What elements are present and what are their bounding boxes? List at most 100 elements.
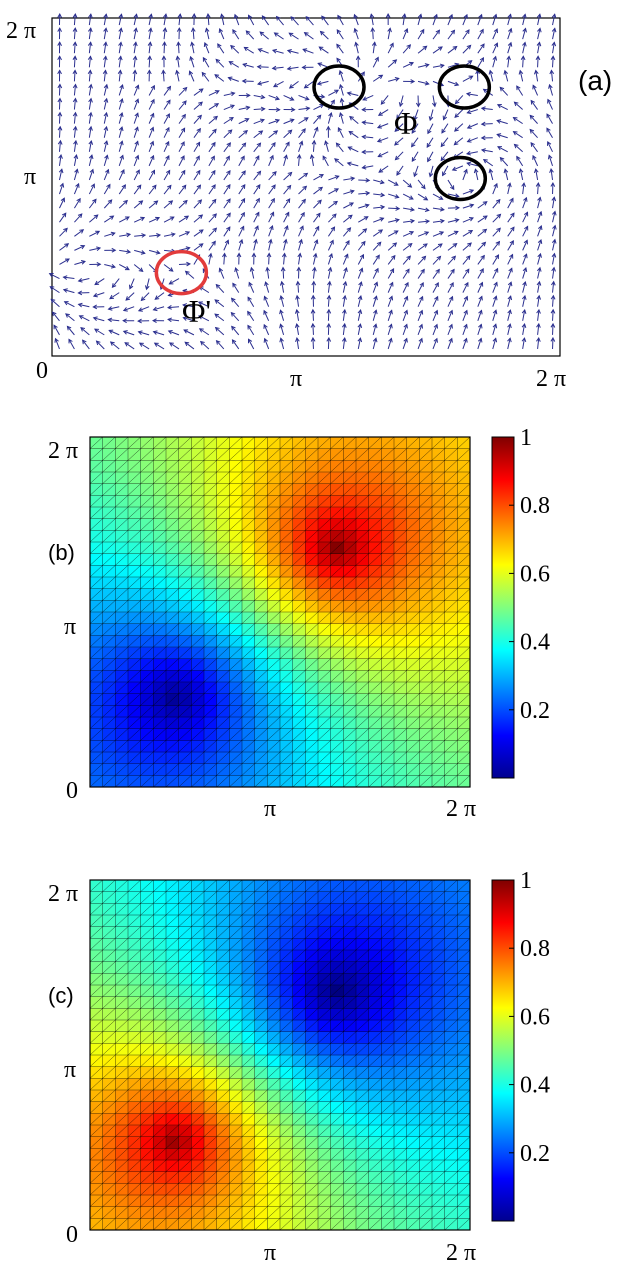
quiver-arrow (477, 255, 485, 265)
quiver-arrow-head (232, 28, 237, 34)
quiver-arrow-head (398, 102, 404, 108)
quiver-arrow-head (264, 281, 269, 287)
quiver-arrow (411, 137, 419, 147)
quiver-arrow (312, 253, 317, 265)
quiver-arrow (447, 179, 455, 190)
quiver-arrow (238, 239, 243, 251)
quiver-arrow (108, 306, 120, 310)
quiver-arrow-head (426, 143, 431, 148)
quiver-arrow-head (138, 200, 144, 205)
quiver-arrow (552, 197, 555, 209)
quiver-arrow (268, 212, 274, 223)
quiver-arrow-head (140, 216, 146, 222)
quiver-arrow (148, 249, 160, 254)
quiver-arrow-head (90, 183, 95, 189)
quiver-arrow (387, 43, 394, 54)
quiver-arrow-head (198, 328, 204, 333)
quiver-arrow-head (468, 229, 474, 235)
quiver-arrow (537, 337, 540, 350)
quiver-arrow (427, 123, 434, 134)
quiver-arrow (447, 296, 453, 307)
quiver-arrow-head (107, 199, 113, 204)
quiver-arrow-head (126, 232, 132, 238)
quiver-arrow (552, 42, 555, 54)
quiver-arrow-head (246, 93, 251, 98)
quiver-arrow-head (440, 142, 446, 148)
quiver-arrow-head (482, 215, 488, 220)
quiver-arrow (537, 253, 542, 265)
quiver-arrow-head (532, 84, 537, 90)
quiver-arrow (244, 46, 254, 54)
quiver-arrow (417, 231, 429, 237)
quiver-arrow-head (440, 156, 446, 162)
quiver-arrow (178, 231, 190, 237)
quiver-arrow (103, 56, 107, 68)
quiver-arrow-head (361, 134, 367, 140)
quiver-arrow (148, 56, 151, 68)
quiver-arrow (118, 28, 122, 40)
quiver-arrow-head (138, 267, 144, 273)
quiver-arrow-head (255, 197, 260, 203)
quiver-arrow (343, 214, 353, 223)
quiver-arrow-head (355, 55, 361, 61)
quiver-arrow (298, 212, 305, 223)
quiver-arrow (447, 29, 455, 40)
quiver-arrow-head (102, 69, 108, 75)
quiver-arrow-head (349, 115, 354, 121)
quiver-arrow-head (467, 60, 473, 65)
quiver-arrow (402, 310, 408, 321)
quiver-arrow (298, 94, 309, 100)
quiver-arrow-head (57, 97, 63, 103)
quiver-arrow-head (208, 252, 213, 258)
quiver-arrow-head (180, 141, 185, 147)
quiver-arrow-head (152, 184, 157, 190)
quiver-arrow (532, 85, 539, 96)
quiver-arrow-head (317, 199, 322, 205)
vortex-ring (433, 155, 488, 202)
quiver-arrow (328, 201, 338, 209)
quiver-arrow (283, 198, 291, 209)
quiver-arrow-head (513, 101, 519, 107)
quiver-arrow (537, 309, 540, 321)
quiver-arrow (257, 80, 269, 85)
quiver-arrow-head (316, 114, 322, 120)
quiver-arrow (320, 31, 329, 40)
quiver-arrow (417, 338, 423, 350)
quiver-arrow (477, 282, 483, 293)
quiver-arrow (467, 162, 478, 167)
quiver-arrow (148, 42, 151, 54)
quiver-arrow (372, 268, 379, 279)
quiver-arrow-head (394, 141, 399, 146)
quiver-arrow-head (442, 115, 448, 121)
quiver-arrow (193, 229, 204, 237)
quiver-arrow (103, 70, 107, 82)
quiver-arrow (507, 212, 515, 223)
panel-c-ytick-2pi: 2 π (48, 881, 78, 907)
quiver-arrow-head (463, 337, 468, 343)
quiver-arrow-head (393, 230, 399, 235)
quiver-arrow-head (478, 13, 483, 19)
quiver-arrow (432, 282, 439, 293)
quiver-arrow (73, 183, 80, 195)
quiver-arrow-head (535, 55, 541, 61)
quiver-arrow (133, 184, 142, 195)
quiver-arrow-head (521, 308, 527, 314)
quiver-arrow (492, 214, 501, 223)
quiver-arrow-head (305, 106, 311, 111)
quiver-arrow (355, 42, 359, 54)
quiver-arrow-head (362, 96, 368, 101)
quiver-arrow-head (313, 239, 319, 245)
quiver-arrow (313, 239, 318, 251)
quiver-arrow (462, 296, 468, 307)
quiver-arrow-head (110, 231, 116, 237)
quiver-arrow (276, 16, 284, 26)
quiver-arrow-head (324, 140, 329, 146)
quiver-arrow (163, 264, 174, 272)
quiver-arrow (354, 28, 359, 40)
panel-c-colorbar-tick-label: 0.4 (520, 1073, 550, 1099)
quiver-arrow-head (73, 154, 79, 160)
quiver-arrow (216, 340, 225, 350)
quiver-arrow-head (257, 48, 263, 53)
quiver-arrow (443, 109, 449, 120)
quiver-arrow-head (138, 342, 144, 347)
